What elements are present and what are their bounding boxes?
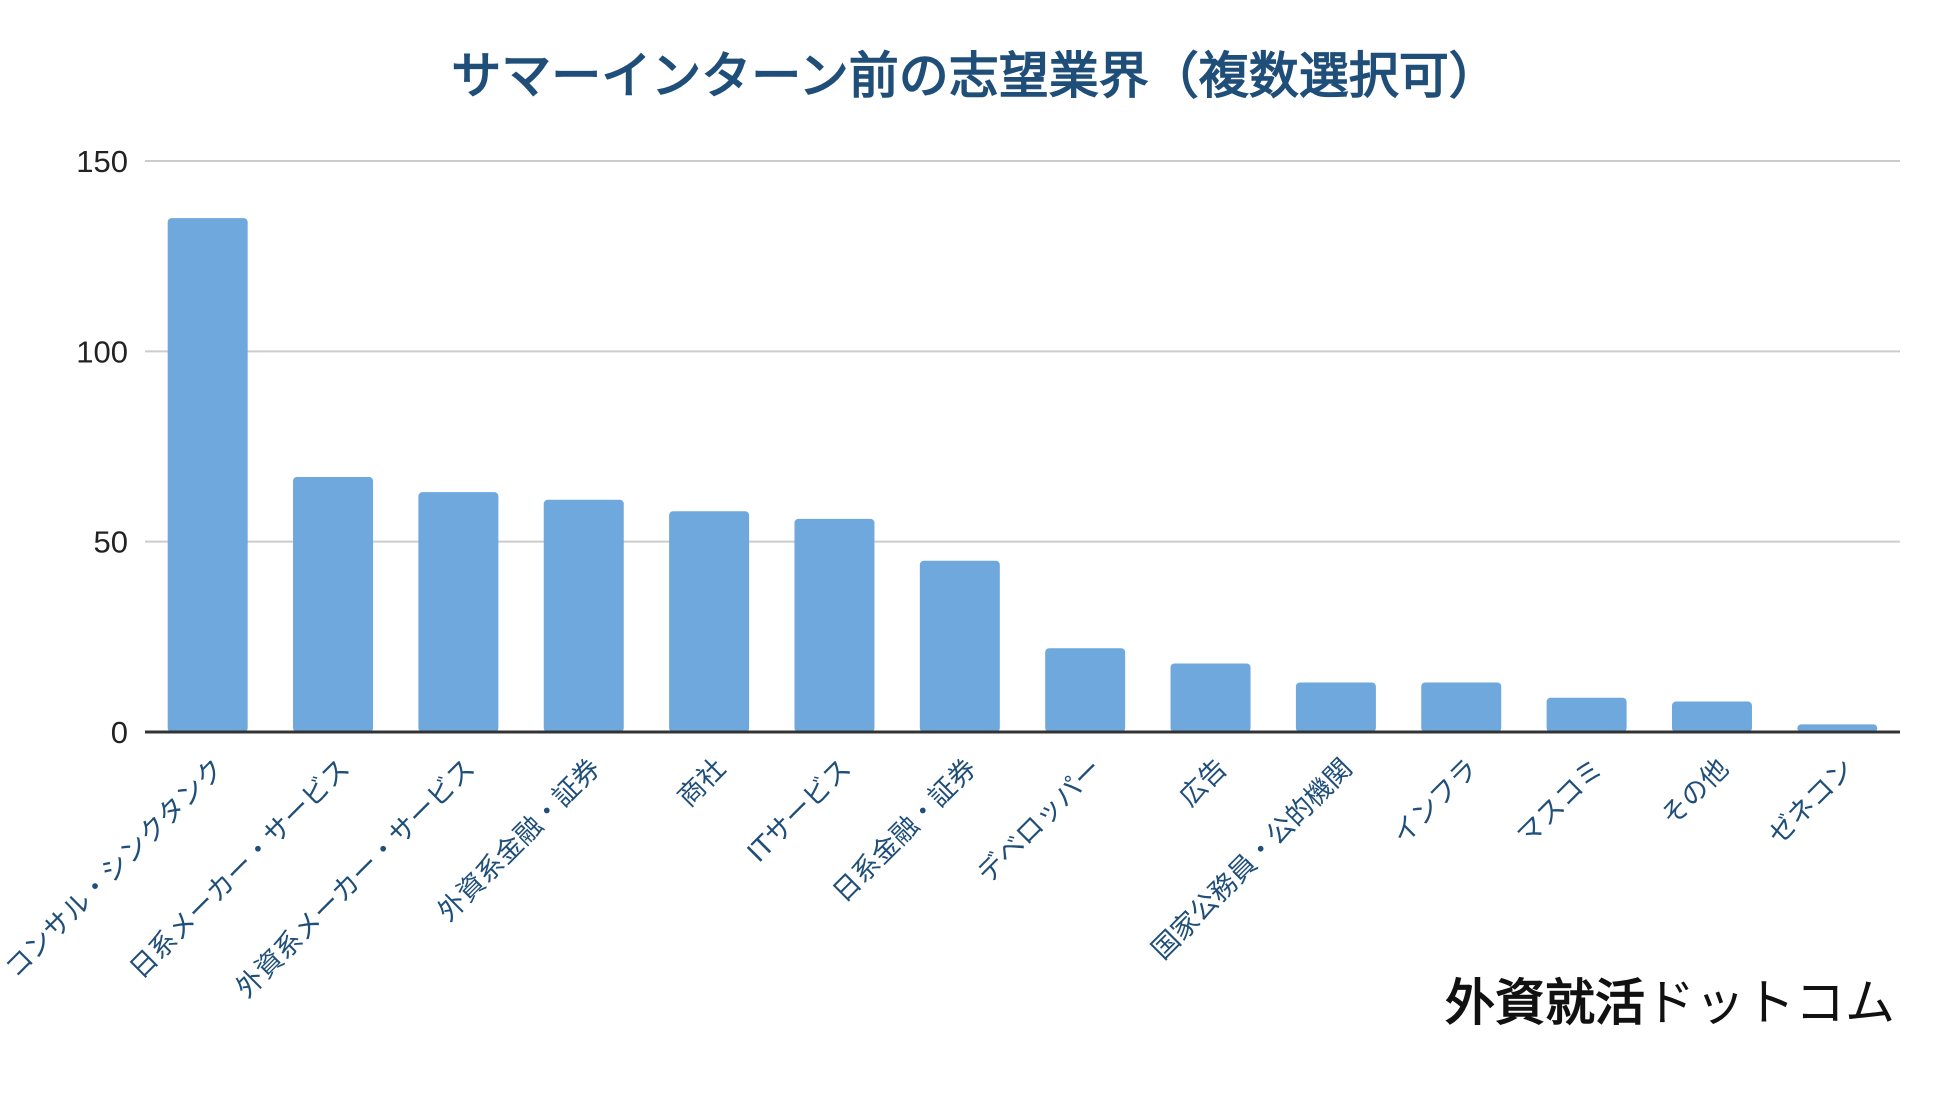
x-tick-label: 広告	[1173, 753, 1233, 813]
x-tick-label: インフラ	[1386, 753, 1484, 851]
brand-watermark: 外資就活ドットコム	[1445, 973, 1895, 1032]
bar	[794, 518, 875, 732]
bar	[1671, 701, 1752, 732]
bars	[167, 218, 1878, 733]
gridlines	[145, 160, 1900, 543]
y-tick-label: 100	[76, 334, 128, 369]
brand-kanji: 外資就活	[1445, 973, 1645, 1032]
x-tick-label: その他	[1656, 753, 1735, 832]
bar	[919, 560, 1000, 732]
x-tick-label: ITサービス	[742, 753, 858, 869]
y-tick-label: 150	[76, 144, 128, 179]
x-tick-label: 日系メーカー・サービス	[124, 753, 356, 985]
x-tick-label: 国家公務員・公的機関	[1146, 753, 1359, 966]
x-tick-label: 商社	[672, 753, 732, 813]
bar	[1421, 682, 1502, 732]
bar	[1295, 682, 1376, 732]
bar	[669, 511, 750, 732]
x-tick-label: マスコミ	[1511, 753, 1609, 851]
chart-title: サマーインターン前の志望業界（複数選択可）	[451, 47, 1499, 105]
bar	[1546, 697, 1627, 732]
bar	[167, 218, 248, 733]
bar	[1170, 663, 1251, 732]
y-tick-label: 0	[111, 715, 128, 750]
bar	[1045, 648, 1126, 732]
bar	[1797, 724, 1878, 732]
bar	[418, 492, 499, 732]
brand-kana: ドットコム	[1645, 974, 1895, 1032]
x-tick-label: 外資系メーカー・サービス	[230, 753, 481, 1004]
y-tick-label: 50	[94, 525, 128, 560]
x-tick-label: デベロッパー	[972, 753, 1108, 889]
bar	[293, 476, 374, 732]
y-axis-ticks: 0 50 100 150	[76, 144, 128, 750]
x-tick-label: ゼネコン	[1762, 753, 1860, 851]
bar	[543, 499, 624, 732]
x-axis-ticks: コンサル・シンクタンク日系メーカー・サービス外資系メーカー・サービス外資系金融・…	[0, 753, 1860, 1004]
x-tick-label: コンサル・シンクタンク	[0, 753, 231, 984]
